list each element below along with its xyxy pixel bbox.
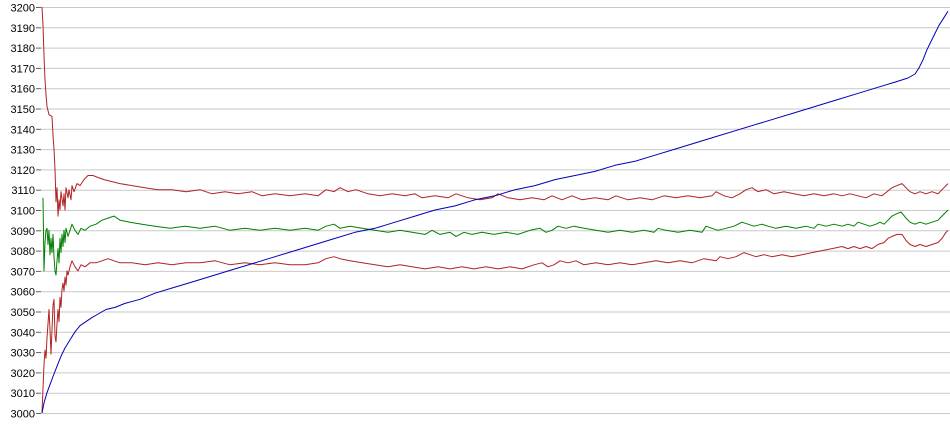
y-axis-tick-label: 3200	[11, 3, 35, 15]
series-average-line	[42, 197, 949, 276]
y-axis-tick-label: 3000	[11, 409, 35, 421]
y-axis-tick-label: 3060	[11, 287, 35, 299]
y-axis-tick-label: 3010	[11, 388, 35, 400]
y-axis-tick-label: 3030	[11, 348, 35, 360]
y-axis-tick-label: 3130	[11, 145, 35, 157]
y-axis-tick-label: 3110	[11, 185, 35, 197]
y-axis-tick-label: 3100	[11, 206, 35, 218]
y-axis-tick-label: 3020	[11, 368, 35, 380]
y-axis-tick-label: 3120	[11, 165, 35, 177]
y-axis-tick-label: 3180	[11, 43, 35, 55]
series-upper-band-line	[41, 6, 949, 217]
y-axis-tick-label: 3040	[11, 327, 35, 339]
y-axis-tick-label: 3160	[11, 84, 35, 96]
y-axis-tick-label: 3050	[11, 307, 35, 319]
y-axis-tick-label: 3090	[11, 226, 35, 238]
series-cumulative-line	[41, 10, 949, 414]
y-axis-tick-label: 3170	[11, 63, 35, 75]
y-axis-tick-label: 3070	[11, 266, 35, 278]
y-axis-tick-label: 3190	[11, 23, 35, 35]
series-lower-band-line	[41, 229, 949, 414]
y-axis-tick-label: 3080	[11, 246, 35, 258]
y-axis-tick-label: 3140	[11, 124, 35, 136]
y-axis-tick-label: 3150	[11, 104, 35, 116]
